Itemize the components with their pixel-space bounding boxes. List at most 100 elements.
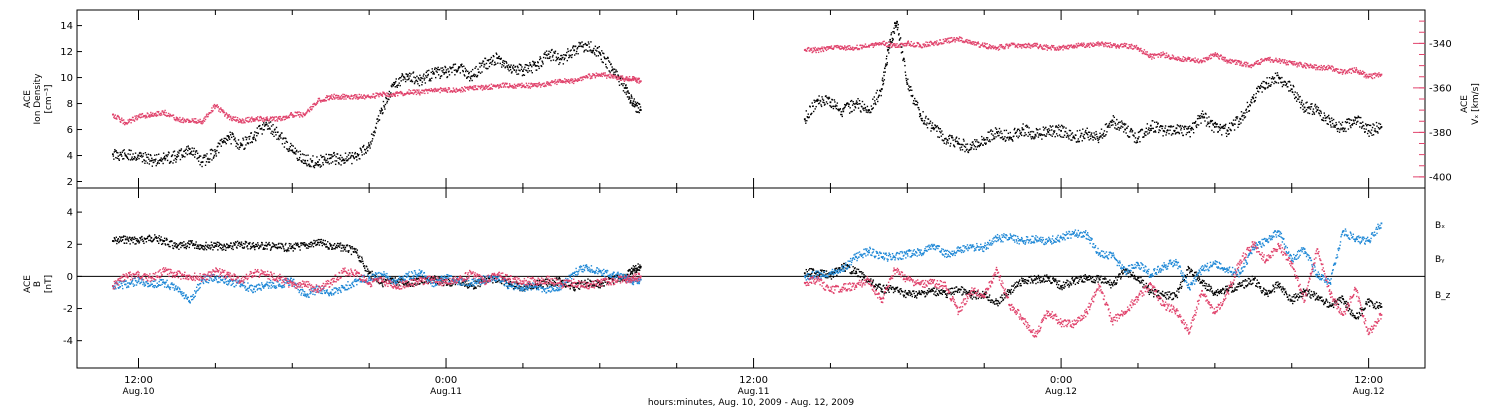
density-sample xyxy=(1076,141,1078,143)
velocity-sample xyxy=(1147,55,1150,57)
velocity-sample xyxy=(546,81,548,83)
density-sample xyxy=(424,82,427,84)
density-sample xyxy=(1072,135,1075,137)
bx-sample xyxy=(164,243,166,245)
velocity-sample xyxy=(382,91,384,93)
bx-sample xyxy=(169,245,171,248)
density-sample xyxy=(1359,126,1361,128)
velocity-sample xyxy=(1086,43,1088,45)
velocity-sample xyxy=(870,43,873,45)
density-sample xyxy=(891,37,894,40)
density-sample xyxy=(1206,123,1209,125)
velocity-sample xyxy=(1260,58,1263,60)
density-sample xyxy=(917,107,920,109)
density-sample xyxy=(1076,130,1079,132)
velocity-sample xyxy=(1302,66,1304,69)
velocity-sample xyxy=(497,85,499,87)
velocity-sample xyxy=(350,95,352,98)
density-sample xyxy=(940,132,942,134)
velocity-sample xyxy=(549,81,552,84)
density-sample xyxy=(1356,121,1358,123)
velocity-sample xyxy=(443,87,445,90)
density-sample xyxy=(548,50,550,53)
bx-sample xyxy=(222,246,224,249)
density-sample xyxy=(601,61,603,63)
density-sample xyxy=(267,125,269,127)
velocity-sample xyxy=(1138,48,1140,50)
density-sample xyxy=(213,154,216,157)
density-sample xyxy=(210,153,212,155)
density-sample xyxy=(936,125,939,127)
density-sample xyxy=(542,63,544,65)
density-sample xyxy=(622,90,625,92)
bx-sample xyxy=(212,246,215,248)
velocity-sample xyxy=(188,121,190,124)
density-sample xyxy=(879,89,881,92)
bx-sample xyxy=(145,237,147,240)
density-sample xyxy=(842,108,844,110)
density-sample xyxy=(115,156,117,159)
velocity-sample xyxy=(587,76,589,79)
density-sample xyxy=(1280,82,1283,84)
density-sample xyxy=(585,49,587,51)
density-sample xyxy=(1281,85,1284,88)
density-sample xyxy=(374,131,376,134)
density-sample xyxy=(931,122,934,124)
density-sample xyxy=(1264,88,1266,90)
velocity-sample xyxy=(451,90,453,92)
velocity-sample xyxy=(884,43,887,45)
velocity-sample xyxy=(502,86,505,88)
velocity-sample xyxy=(1293,61,1295,63)
velocity-sample xyxy=(1037,47,1040,50)
velocity-sample xyxy=(399,90,402,93)
density-sample xyxy=(1353,122,1356,124)
density-sample xyxy=(426,70,429,72)
velocity-sample xyxy=(407,93,410,95)
velocity-sample xyxy=(839,45,842,47)
bx-sample xyxy=(175,246,177,248)
velocity-sample xyxy=(563,81,566,83)
density-sample xyxy=(1220,126,1222,128)
velocity-sample xyxy=(447,88,449,91)
velocity-sample xyxy=(959,39,962,42)
density-sample xyxy=(526,70,528,72)
velocity-sample xyxy=(986,43,988,45)
velocity-sample xyxy=(193,118,195,120)
velocity-sample xyxy=(266,118,269,120)
density-sample xyxy=(918,108,920,111)
density-sample xyxy=(320,165,323,167)
velocity-sample xyxy=(998,45,1000,48)
velocity-sample xyxy=(167,114,169,117)
density-sample xyxy=(635,105,637,107)
velocity-sample xyxy=(181,121,183,123)
velocity-sample xyxy=(827,46,830,48)
velocity-sample xyxy=(537,83,540,85)
velocity-sample xyxy=(434,89,437,91)
velocity-sample xyxy=(566,80,568,82)
velocity-sample xyxy=(1087,45,1089,48)
density-sample xyxy=(1063,134,1066,136)
velocity-sample xyxy=(453,89,455,91)
density-sample xyxy=(465,70,467,73)
density-sample xyxy=(452,66,454,68)
velocity-sample xyxy=(1216,52,1219,55)
velocity-sample xyxy=(539,86,542,88)
density-sample xyxy=(380,110,382,113)
bx-sample xyxy=(194,244,196,246)
density-sample xyxy=(596,50,598,52)
velocity-sample xyxy=(626,76,628,78)
density-sample xyxy=(1241,114,1244,117)
velocity-sample xyxy=(1275,57,1277,60)
velocity-sample xyxy=(981,43,983,46)
density-sample xyxy=(921,117,923,120)
velocity-sample xyxy=(990,47,992,50)
velocity-sample xyxy=(237,121,240,124)
velocity-sample xyxy=(1244,61,1246,64)
velocity-sample xyxy=(1148,56,1151,59)
density-sample xyxy=(1373,124,1375,126)
velocity-sample xyxy=(888,45,891,47)
bx-sample xyxy=(179,241,182,244)
density-sample xyxy=(462,70,464,73)
velocity-sample xyxy=(521,82,523,85)
velocity-sample xyxy=(836,46,838,49)
